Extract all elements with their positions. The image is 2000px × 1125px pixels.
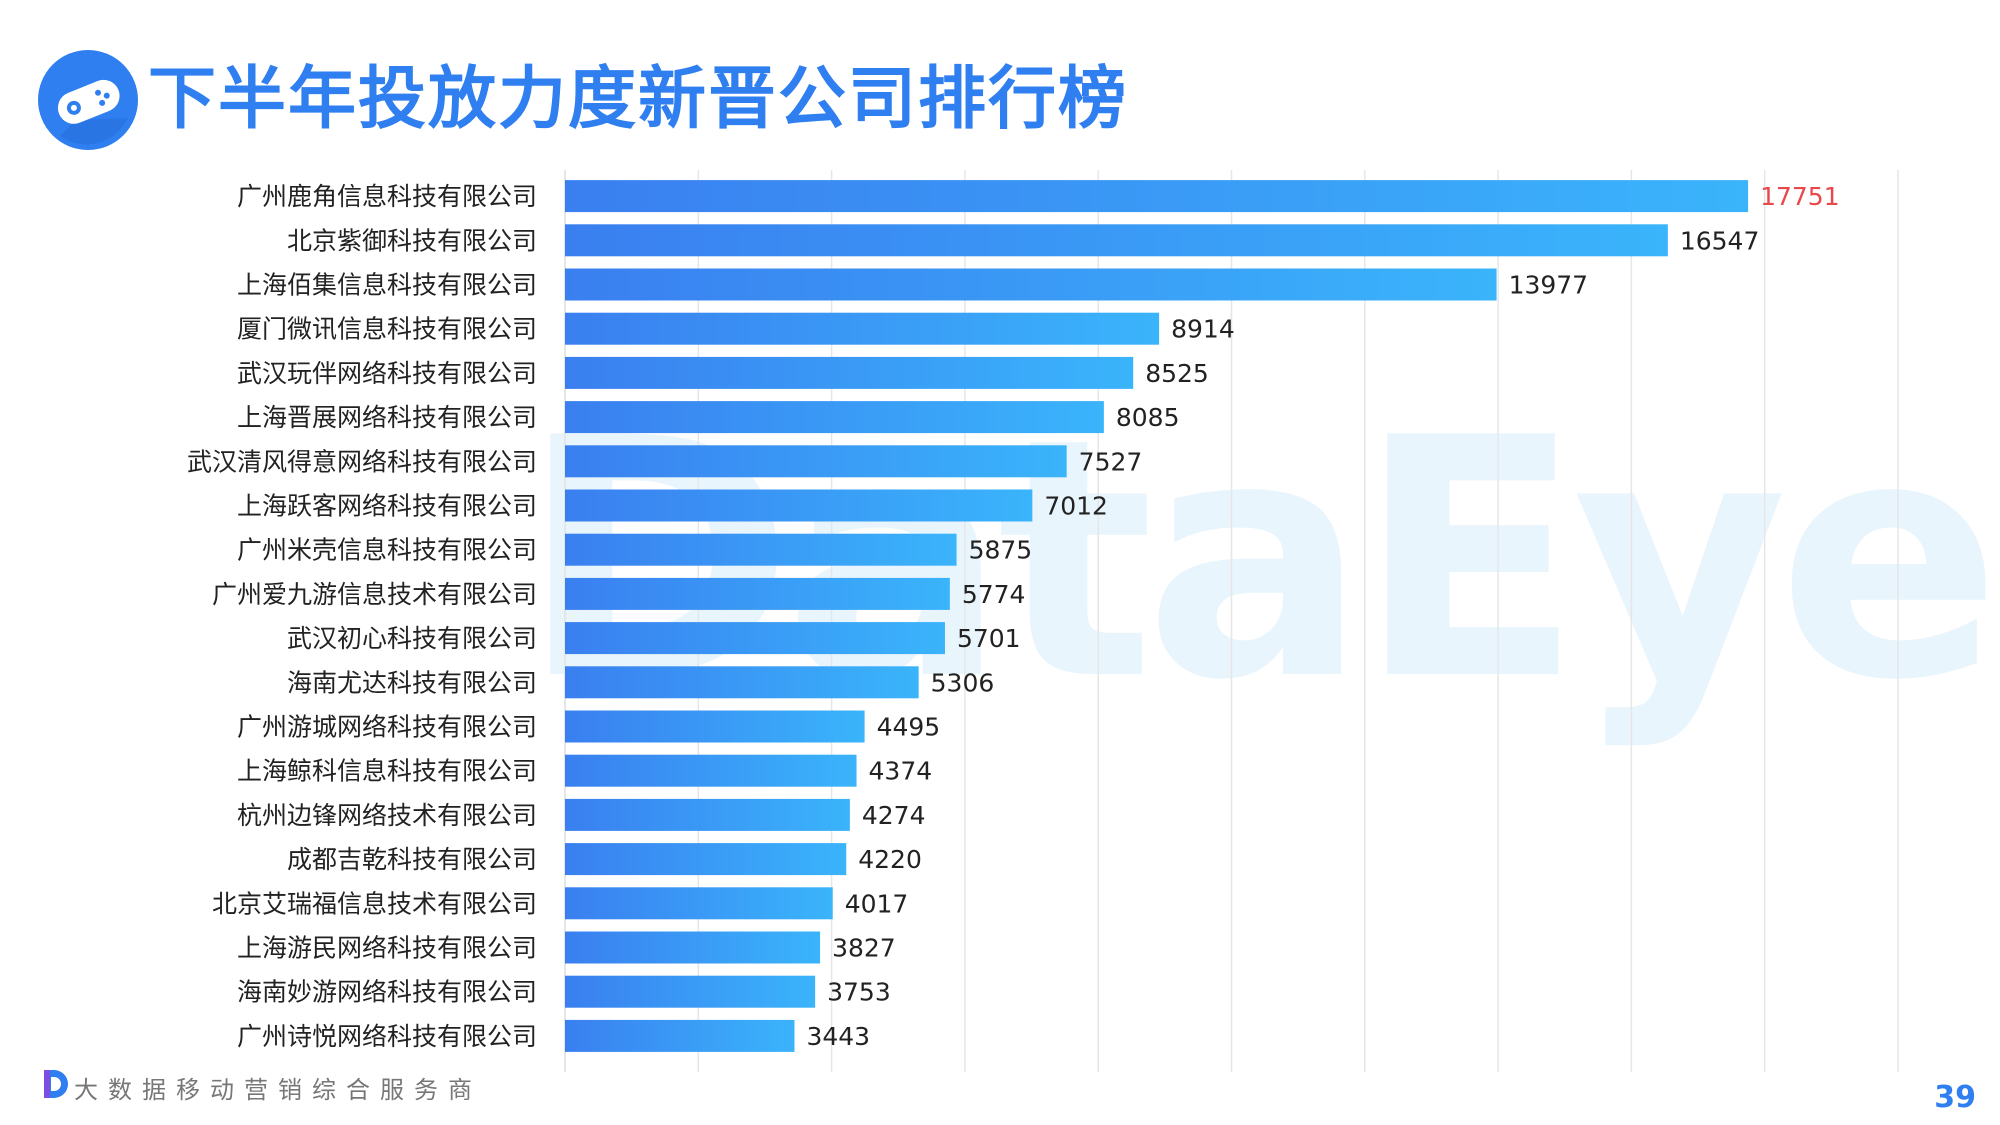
value-label: 3443 xyxy=(806,1022,870,1051)
category-label: 上海跃客网络科技有限公司 xyxy=(237,492,537,521)
bar xyxy=(565,180,1749,213)
value-label: 4495 xyxy=(877,713,941,742)
value-label: 4374 xyxy=(869,757,933,786)
gamepad-logo-icon xyxy=(38,50,138,150)
bar xyxy=(565,843,847,876)
value-label: 17751 xyxy=(1760,182,1840,211)
category-label: 海南妙游网络科技有限公司 xyxy=(237,978,537,1007)
category-label: 广州鹿角信息科技有限公司 xyxy=(237,182,537,211)
bar xyxy=(565,445,1067,478)
bar xyxy=(565,356,1134,389)
bar xyxy=(565,224,1668,257)
bar xyxy=(565,622,945,655)
category-label: 上海佰集信息科技有限公司 xyxy=(237,271,537,300)
category-label: 杭州边锋网络技术有限公司 xyxy=(237,801,537,830)
category-label: 厦门微讯信息科技有限公司 xyxy=(237,315,537,344)
value-label: 8914 xyxy=(1171,315,1235,344)
value-label: 8525 xyxy=(1145,359,1209,388)
value-label: 5701 xyxy=(957,624,1021,653)
bar xyxy=(565,577,950,610)
category-label: 广州米壳信息科技有限公司 xyxy=(237,536,537,565)
bar xyxy=(565,1019,795,1052)
bar xyxy=(565,931,821,964)
value-label: 13977 xyxy=(1509,271,1589,300)
value-label: 3753 xyxy=(827,978,891,1007)
value-label: 8085 xyxy=(1116,403,1180,432)
category-label: 上海游民网络科技有限公司 xyxy=(237,934,537,963)
category-label: 海南尤达科技有限公司 xyxy=(287,668,537,697)
bars xyxy=(565,180,1749,1052)
value-label: 4220 xyxy=(858,845,922,874)
value-label: 7012 xyxy=(1044,492,1108,521)
dataeye-d-logo-icon xyxy=(44,1070,68,1098)
bar xyxy=(565,268,1497,301)
category-label: 上海晋展网络科技有限公司 xyxy=(237,403,537,432)
category-label: 北京艾瑞福信息技术有限公司 xyxy=(212,889,537,918)
page-title: 下半年投放力度新晋公司排行榜 xyxy=(148,60,1129,139)
value-label: 5306 xyxy=(931,668,995,697)
page-number: 39 xyxy=(1934,1080,1976,1115)
category-label: 广州游城网络科技有限公司 xyxy=(237,713,537,742)
bar xyxy=(565,666,919,699)
category-label: 北京紫御科技有限公司 xyxy=(287,226,537,255)
category-label: 武汉玩伴网络科技有限公司 xyxy=(237,359,537,388)
category-label: 武汉初心科技有限公司 xyxy=(287,624,537,653)
value-label: 5875 xyxy=(969,536,1033,565)
value-label: 4017 xyxy=(845,889,909,918)
value-label: 5774 xyxy=(962,580,1026,609)
bar xyxy=(565,312,1160,345)
footer-tagline: 大数据移动营销综合服务商 xyxy=(74,1076,482,1104)
bar xyxy=(565,754,857,787)
category-labels: 广州鹿角信息科技有限公司北京紫御科技有限公司上海佰集信息科技有限公司厦门微讯信息… xyxy=(187,182,537,1051)
category-label: 广州诗悦网络科技有限公司 xyxy=(237,1022,537,1051)
value-label: 3827 xyxy=(832,934,896,963)
value-label: 16547 xyxy=(1680,226,1760,255)
value-label: 4274 xyxy=(862,801,926,830)
bar xyxy=(565,533,957,566)
value-label: 7527 xyxy=(1079,447,1143,476)
bar xyxy=(565,710,865,743)
bar xyxy=(565,798,850,831)
category-label: 上海鲸科信息科技有限公司 xyxy=(237,757,537,786)
bar xyxy=(565,887,833,920)
bar xyxy=(565,975,816,1008)
category-label: 武汉清风得意网络科技有限公司 xyxy=(187,447,537,476)
bar xyxy=(565,401,1104,434)
category-label: 成都吉乾科技有限公司 xyxy=(287,845,537,874)
category-label: 广州爱九游信息技术有限公司 xyxy=(212,580,537,609)
bar xyxy=(565,489,1033,522)
